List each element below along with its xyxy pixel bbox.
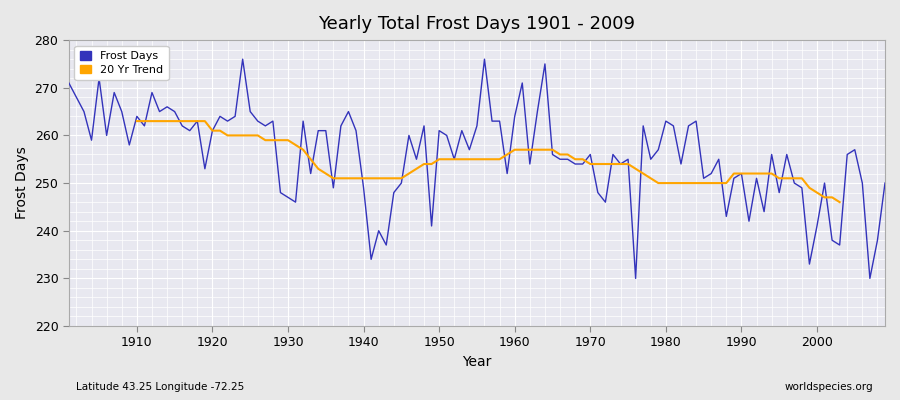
- Text: Latitude 43.25 Longitude -72.25: Latitude 43.25 Longitude -72.25: [76, 382, 245, 392]
- Legend: Frost Days, 20 Yr Trend: Frost Days, 20 Yr Trend: [75, 46, 168, 80]
- Text: worldspecies.org: worldspecies.org: [785, 382, 873, 392]
- Title: Yearly Total Frost Days 1901 - 2009: Yearly Total Frost Days 1901 - 2009: [319, 15, 635, 33]
- X-axis label: Year: Year: [463, 355, 491, 369]
- Y-axis label: Frost Days: Frost Days: [15, 147, 29, 220]
